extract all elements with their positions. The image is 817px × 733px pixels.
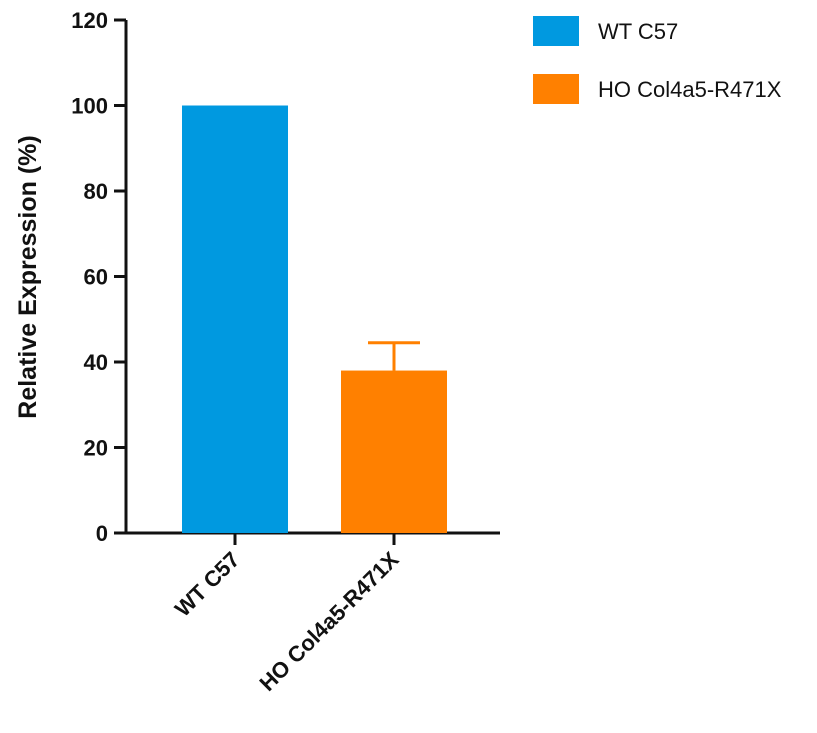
y-axis-title: Relative Expression (%) bbox=[14, 135, 42, 418]
y-tick-label: 100 bbox=[71, 94, 108, 119]
bars bbox=[182, 105, 447, 533]
y-tick-label: 0 bbox=[96, 521, 108, 546]
legend-swatch bbox=[533, 74, 579, 104]
y-tick-label: 60 bbox=[84, 265, 108, 290]
bar bbox=[341, 370, 447, 533]
y-tick-label: 40 bbox=[84, 350, 108, 375]
y-tick-label: 120 bbox=[71, 8, 108, 33]
x-tick-label: HO Col4a5-R471X bbox=[254, 547, 403, 696]
y-axis: 0 20 40 60 80 100 120 bbox=[71, 8, 128, 546]
y-tick-label: 80 bbox=[84, 179, 108, 204]
x-tick-label: WT C57 bbox=[170, 547, 245, 622]
bar bbox=[182, 105, 288, 533]
y-tick-label: 20 bbox=[84, 436, 108, 461]
legend-swatch bbox=[533, 16, 579, 46]
legend: WT C57 HO Col4a5-R471X bbox=[533, 16, 782, 104]
x-axis: WT C57 HO Col4a5-R471X bbox=[126, 531, 500, 696]
legend-label: WT C57 bbox=[598, 19, 678, 44]
legend-label: HO Col4a5-R471X bbox=[598, 77, 782, 102]
